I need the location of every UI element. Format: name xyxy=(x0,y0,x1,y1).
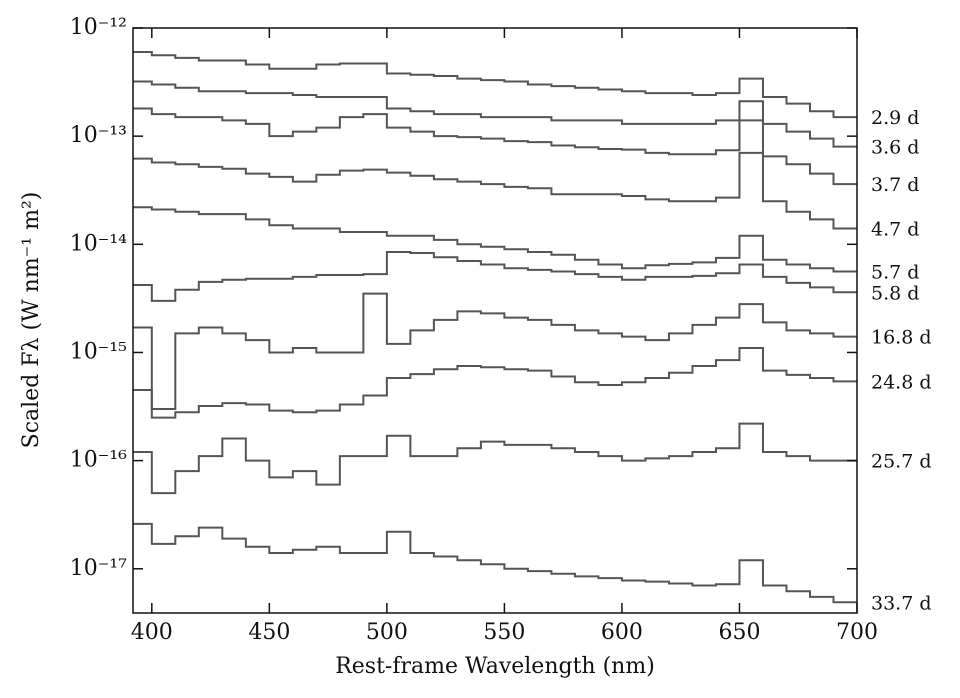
spectrum-line xyxy=(133,80,857,148)
y-tick-label: 10⁻¹⁶ xyxy=(70,448,127,473)
y-tick-label: 10⁻¹⁴ xyxy=(70,231,127,256)
series-label: 3.7 d xyxy=(871,174,919,196)
x-axis-label: Rest-frame Wavelength (nm) xyxy=(335,654,655,679)
y-tick-label: 10⁻¹² xyxy=(70,15,127,40)
series-label: 25.7 d xyxy=(871,451,932,473)
series-label: 2.9 d xyxy=(871,107,919,129)
series-label: 33.7 d xyxy=(871,592,932,614)
spectrum-line xyxy=(133,50,857,119)
spectrum-line xyxy=(133,292,857,411)
spectrum-line xyxy=(133,206,857,273)
series-label: 5.8 d xyxy=(871,282,919,304)
y-tick-label: 10⁻¹⁵ xyxy=(70,339,127,364)
spectrum-line xyxy=(133,346,857,419)
x-tick-label: 700 xyxy=(836,620,878,645)
spectrum-line xyxy=(133,522,857,604)
x-tick-label: 500 xyxy=(366,620,408,645)
series-label: 24.8 d xyxy=(871,371,932,393)
series-label: 4.7 d xyxy=(871,219,919,241)
x-tick-label: 650 xyxy=(718,620,760,645)
y-tick-label: 10⁻¹³ xyxy=(70,123,127,148)
y-tick-label: 10⁻¹⁷ xyxy=(70,556,127,581)
series-label: 3.6 d xyxy=(871,137,919,159)
spectrum-line xyxy=(133,107,857,186)
y-axis-label: Scaled Fλ (W nm⁻¹ m²) xyxy=(19,192,44,449)
spectrum-line xyxy=(133,422,857,495)
x-tick-label: 450 xyxy=(248,620,290,645)
x-tick-label: 550 xyxy=(483,620,525,645)
series-label: 16.8 d xyxy=(871,327,932,349)
spectrum-line xyxy=(133,250,857,302)
spectrum-line xyxy=(133,151,857,230)
series-layer xyxy=(133,50,857,604)
x-tick-label: 400 xyxy=(131,620,173,645)
series-label: 5.7 d xyxy=(871,262,919,284)
plot-frame xyxy=(132,27,858,614)
x-tick-label: 600 xyxy=(601,620,643,645)
